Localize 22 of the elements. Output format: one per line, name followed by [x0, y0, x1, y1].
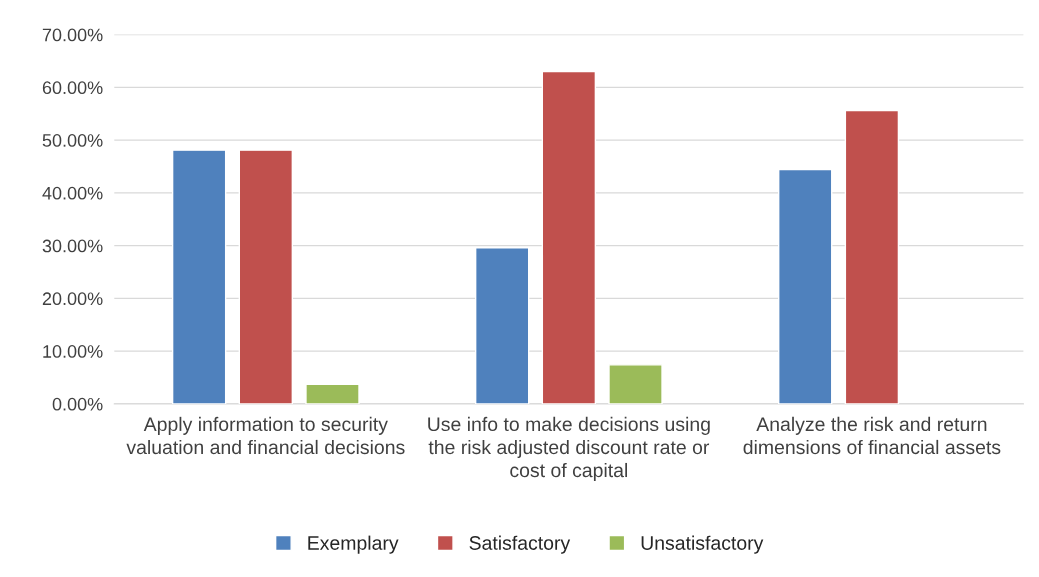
bar — [305, 383, 360, 404]
legend-label: Satisfactory — [469, 535, 571, 554]
y-tick-label: 40.00% — [42, 186, 103, 200]
y-tick-label: 60.00% — [42, 81, 103, 95]
x-tick-label: Use info to make decisions using the risk adjusted discount rate or cost of capital — [428, 416, 710, 482]
y-tick-label: 30.00% — [42, 239, 103, 253]
bar — [474, 247, 530, 404]
bar — [171, 149, 227, 404]
y-tick-label: 10.00% — [43, 345, 103, 358]
legend-label: Exemplary — [308, 535, 399, 554]
y-tick-label: 50.00% — [42, 134, 103, 147]
legend-label: Unsatisfactory — [641, 535, 764, 554]
bar — [541, 70, 597, 404]
bar — [608, 364, 663, 404]
bar — [844, 109, 900, 404]
y-tick-label: 20.00% — [42, 292, 103, 306]
y-tick-label: 0.00% — [52, 397, 103, 411]
bar — [238, 149, 294, 404]
bar — [778, 168, 833, 404]
x-tick-label: Apply information to security valuation and financial decisions — [126, 416, 405, 455]
x-tick-label: Analyze the risk and return dimensions of financial assets — [743, 416, 1001, 455]
y-tick-label: 70.00% — [42, 28, 103, 42]
